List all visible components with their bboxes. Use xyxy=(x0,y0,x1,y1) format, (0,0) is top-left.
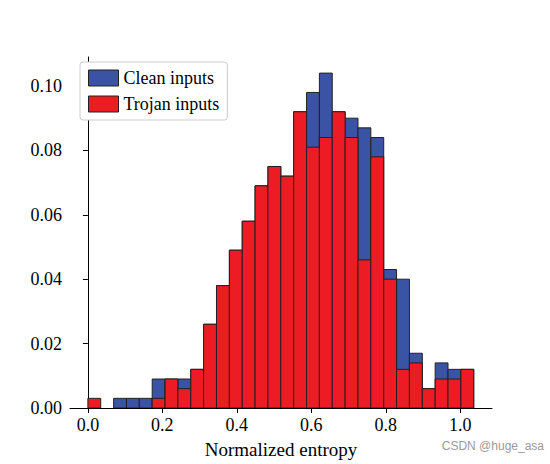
svg-text:0.02: 0.02 xyxy=(31,334,63,354)
svg-text:0.00: 0.00 xyxy=(31,398,63,418)
svg-text:0.4: 0.4 xyxy=(226,415,249,435)
svg-text:0.06: 0.06 xyxy=(31,205,63,225)
svg-text:Normalized entropy: Normalized entropy xyxy=(205,439,358,460)
svg-text:Trojan inputs: Trojan inputs xyxy=(124,94,220,114)
svg-text:0.6: 0.6 xyxy=(300,415,323,435)
svg-text:0.10: 0.10 xyxy=(31,76,63,96)
svg-text:1.0: 1.0 xyxy=(449,415,472,435)
svg-text:0.04: 0.04 xyxy=(31,269,63,289)
svg-text:Clean inputs: Clean inputs xyxy=(124,68,215,88)
svg-text:0.2: 0.2 xyxy=(151,415,174,435)
svg-text:CSDN @huge_asa: CSDN @huge_asa xyxy=(442,439,545,453)
svg-text:0.0: 0.0 xyxy=(77,415,100,435)
svg-text:0.8: 0.8 xyxy=(375,415,398,435)
svg-text:0.08: 0.08 xyxy=(31,140,63,160)
